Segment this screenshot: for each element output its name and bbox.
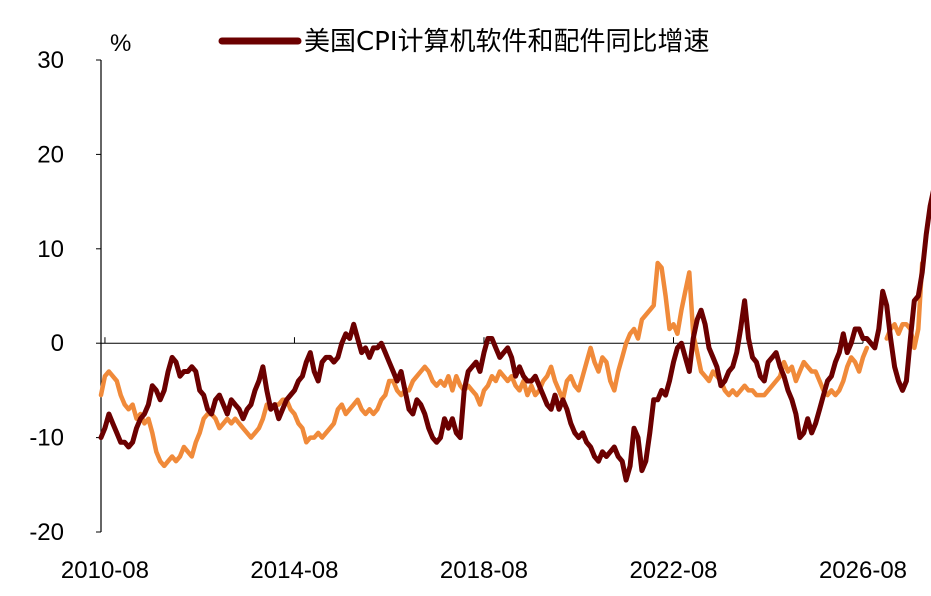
x-tick-label: 2014-08 bbox=[250, 557, 338, 584]
y-tick-label: 20 bbox=[37, 141, 64, 168]
y-unit-label: % bbox=[110, 30, 131, 57]
y-tick-label: -20 bbox=[29, 519, 64, 546]
axes bbox=[100, 60, 863, 532]
legend-label: 美国CPI计算机软件和配件同比增速 bbox=[304, 27, 710, 57]
x-tick-label: 2026-08 bbox=[819, 557, 907, 584]
x-tick-label: 2018-08 bbox=[440, 557, 528, 584]
series-line-1 bbox=[98, 189, 931, 483]
legend: 美国CPI计算机软件和配件同比增速 bbox=[218, 27, 710, 57]
x-tick-label: 2010-08 bbox=[61, 557, 149, 584]
series-layer bbox=[98, 189, 931, 483]
y-tick-label: -10 bbox=[29, 425, 64, 452]
y-axis-ticks: 30 20 10 0 -10 -20 bbox=[29, 47, 101, 546]
series-line-2 bbox=[98, 260, 925, 469]
y-tick-label: 10 bbox=[37, 236, 64, 263]
x-axis-ticks: 2010-08 2014-08 2018-08 2022-08 2026-08 bbox=[61, 337, 907, 584]
x-tick-label: 2022-08 bbox=[629, 557, 717, 584]
y-tick-label: 0 bbox=[51, 330, 64, 357]
y-tick-label: 30 bbox=[37, 47, 64, 74]
